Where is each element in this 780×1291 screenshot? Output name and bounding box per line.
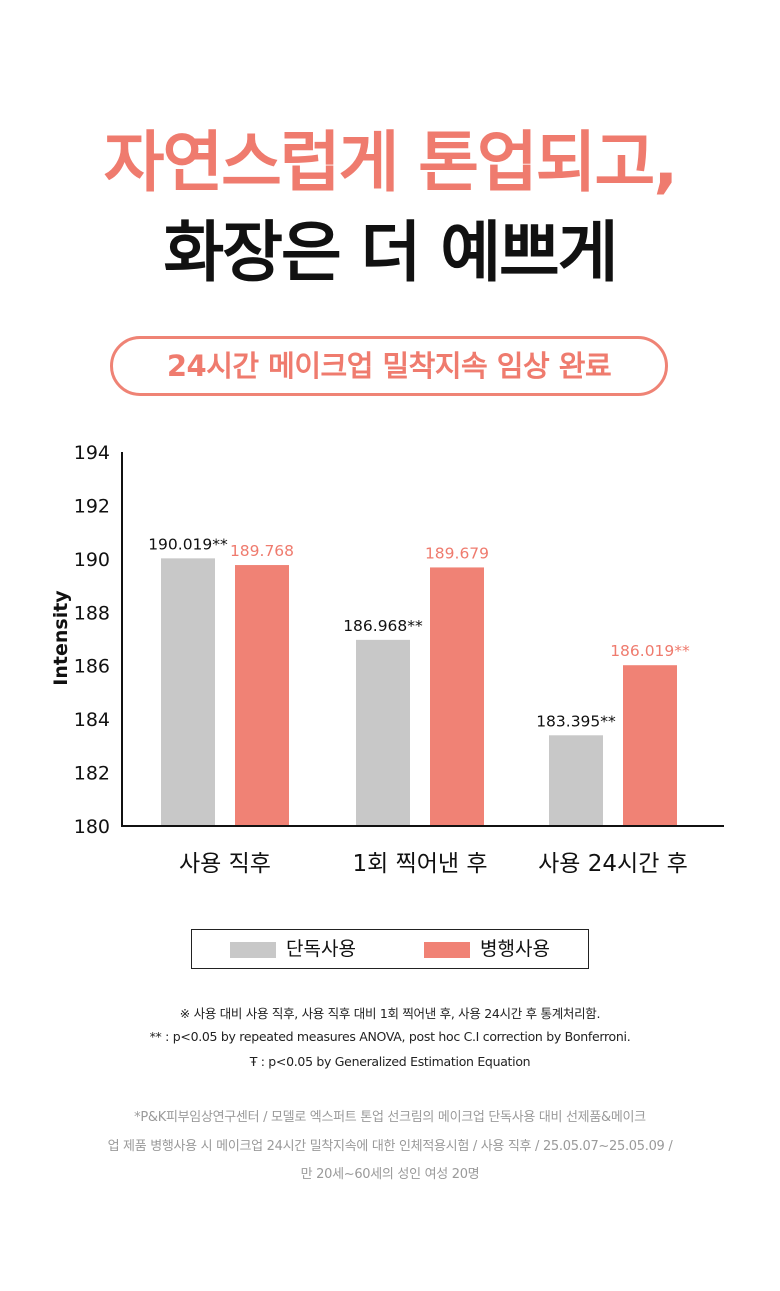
chart-legend: 단독사용 병행사용 bbox=[191, 929, 589, 969]
data-label-combined-1: 189.679 bbox=[425, 544, 489, 562]
data-label-combined-2: 186.019** bbox=[610, 642, 690, 660]
y-axis-title: Intensity bbox=[50, 590, 72, 686]
x-category-label: 사용 24시간 후 bbox=[538, 851, 688, 877]
y-tick-label: 180 bbox=[74, 816, 110, 838]
data-label-solo-1: 186.968** bbox=[343, 617, 423, 635]
legend-label-solo: 단독사용 bbox=[286, 938, 356, 960]
x-category-label: 1회 찍어낸 후 bbox=[352, 851, 487, 877]
source-line-3: 만 20세~60세의 성인 여성 20명 bbox=[300, 1167, 480, 1182]
data-label-combined-0: 189.768 bbox=[230, 542, 294, 560]
source-line-2: 업 제품 병행사용 시 메이크업 24시간 밀착지속에 대한 인체적용시험 / … bbox=[107, 1139, 673, 1154]
y-tick-label: 184 bbox=[74, 709, 110, 731]
y-tick-label: 186 bbox=[74, 656, 110, 678]
headline-line-1: 자연스럽게 톤업되고, bbox=[103, 124, 679, 201]
bar-chart: 180 182 184 186 188 190 192 194 Intensity 190.019… bbox=[50, 442, 724, 877]
bar-solo-1 bbox=[356, 639, 410, 826]
legend-label-combined: 병행사용 bbox=[480, 938, 550, 960]
y-tick-label: 182 bbox=[74, 763, 110, 785]
x-category-label: 사용 직후 bbox=[179, 851, 271, 877]
footnote-anova: ** : p<0.05 by repeated measures ANOVA, … bbox=[149, 1029, 631, 1044]
data-label-solo-0: 190.019** bbox=[148, 535, 228, 553]
y-tick-label: 190 bbox=[74, 549, 110, 571]
bar-combined-0 bbox=[235, 565, 289, 826]
legend-swatch-combined bbox=[424, 942, 470, 958]
source-line-1: *P&K피부임상연구센터 / 모델로 엑스퍼트 톤업 선크림의 메이크업 단독사… bbox=[134, 1110, 646, 1125]
footnote-gee: Ŧ : p<0.05 by Generalized Estimation Equ… bbox=[249, 1054, 531, 1069]
legend-swatch-solo bbox=[230, 942, 276, 958]
bar-solo-0 bbox=[161, 558, 215, 826]
bar-combined-2 bbox=[623, 665, 677, 826]
headline-line-2: 화장은 더 예쁘게 bbox=[163, 214, 619, 291]
y-tick-label: 192 bbox=[74, 495, 110, 517]
footnote-stats: ※ 사용 대비 사용 직후, 사용 직후 대비 1회 찍어낸 후, 사용 24시… bbox=[179, 1006, 601, 1021]
bar-solo-2 bbox=[549, 735, 603, 826]
data-label-solo-2: 183.395** bbox=[536, 712, 616, 730]
y-tick-label: 188 bbox=[74, 602, 110, 624]
clinical-test-badge: 24시간 메이크업 밀착지속 임상 완료 bbox=[110, 336, 668, 396]
y-tick-label: 194 bbox=[74, 442, 110, 464]
bar-combined-1 bbox=[430, 567, 484, 826]
